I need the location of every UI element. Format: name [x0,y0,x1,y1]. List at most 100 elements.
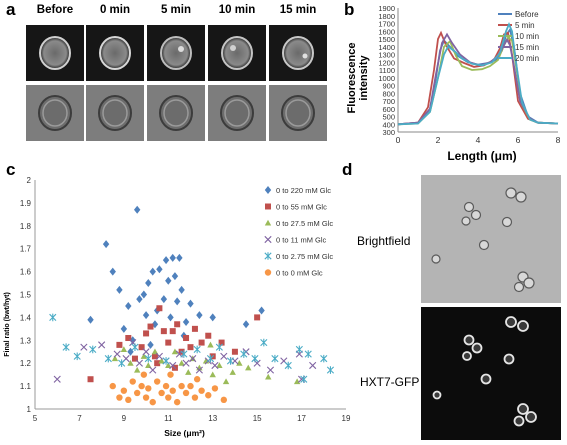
y-axis-label-line: intensity [358,55,370,101]
fluorescence-image-10min [208,25,266,81]
y-tick-label: 2 [27,176,32,185]
timepoint-label: Before [36,4,74,16]
data-point [211,385,219,392]
data-point [215,343,223,351]
data-point [162,256,170,265]
y-tick-label: 1800 [378,12,395,21]
brightfield-image-0min [86,85,144,141]
data-point [174,321,181,328]
data-point [242,320,250,329]
y-axis-label-line: Fluorescence [346,43,358,114]
fluorescence-image-before [26,25,84,81]
data-point [89,345,97,354]
data-point [144,354,152,363]
data-point [140,290,148,299]
timepoint-label: 0 min [99,4,131,16]
line-chart-b: 3004005006007008009001000110012001300140… [346,4,561,163]
data-point [178,285,185,294]
data-point [87,315,94,324]
data-point [173,297,181,306]
data-point [111,355,119,362]
data-point [169,387,176,394]
data-point [62,343,70,351]
data-point [258,306,265,315]
data-point [165,394,172,401]
data-point [304,350,312,358]
y-tick-label: 400 [382,120,395,129]
data-point [198,387,205,394]
data-point [180,350,188,358]
x-tick-label: 6 [516,135,521,145]
data-point [142,394,150,401]
data-point [120,324,128,333]
y-tick-label: 1500 [378,35,395,44]
data-point [142,348,150,356]
data-point [284,361,292,370]
fluorescence-image-5min [147,25,205,81]
brightfield-label: Brightfield [357,234,411,248]
data-point [127,360,134,366]
brightfield-microscopy-image [421,175,561,303]
data-point [87,376,94,383]
data-point [171,348,179,355]
x-tick-label: 15 [253,414,262,423]
x-axis-label: Length (μm) [447,149,516,163]
legend-marker [264,269,272,276]
data-point [162,357,170,365]
x-tick-label: 11 [164,414,173,423]
panel-d-letter: d [342,160,353,179]
y-tick-label: 1.9 [20,199,32,208]
y-tick-label: 500 [382,113,395,122]
data-point [211,361,219,370]
legend-label: 0 to 55 mM Glc [276,203,327,212]
data-point [169,328,176,335]
data-point [169,253,176,262]
data-point [182,389,190,397]
legend-label: 20 min [515,54,539,63]
data-point [116,341,123,348]
y-tick-label: 1200 [378,58,395,67]
fluorescence-image-15min [269,25,327,81]
data-point [156,305,163,312]
panel-b-letter: b [344,0,355,19]
legend-label: 10 min [515,32,539,41]
data-point [178,360,185,366]
data-point [140,353,148,359]
y-tick-label: 600 [382,105,395,114]
brightfield-image-before [26,85,84,141]
data-point [205,332,212,339]
data-point [158,389,165,397]
x-tick-label: 17 [297,414,306,423]
y-tick-label: 1.5 [20,291,32,300]
data-point [151,320,159,329]
data-point [147,323,154,330]
data-point [118,359,126,367]
data-point [266,366,275,374]
data-point [154,360,161,367]
panel-c-letter: c [6,160,16,179]
x-axis-label: Size (μm²) [164,428,205,438]
data-point [182,317,190,326]
data-point [49,313,57,322]
data-point [198,339,205,346]
data-point [193,345,201,354]
data-point [155,352,163,360]
data-point [135,359,143,367]
data-point [320,354,328,363]
y-axis-label: Fluorescenceintensity [346,43,370,114]
data-point [125,396,132,404]
data-point [220,396,228,404]
legend-label: 0 to 0 mM Glc [276,269,323,278]
data-point [182,359,190,367]
data-point [231,348,238,355]
data-point [187,344,194,351]
y-tick-label: 800 [382,89,395,98]
data-point [120,346,128,353]
data-point [206,354,215,363]
data-point [153,378,161,385]
legend-label: Before [515,10,539,19]
data-point [245,364,252,371]
y-tick-label: 1000 [378,74,395,83]
data-point [169,361,177,370]
data-point [149,398,156,406]
